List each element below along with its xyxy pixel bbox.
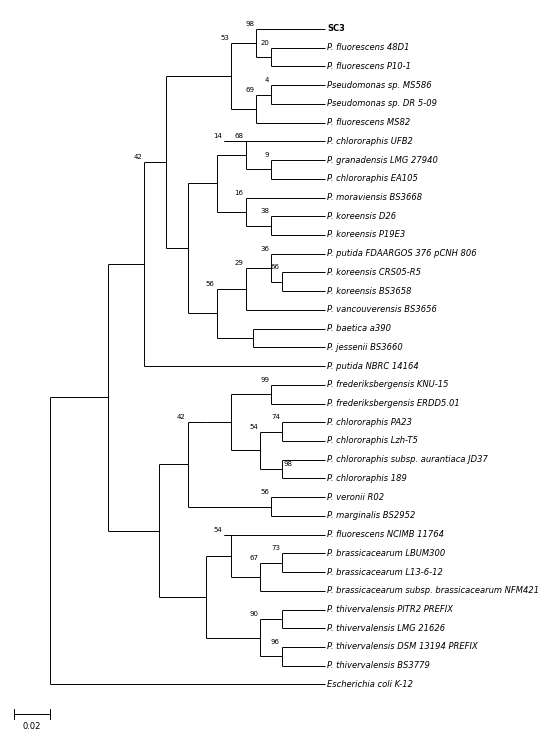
Text: 56: 56 <box>260 489 269 495</box>
Text: 42: 42 <box>133 154 142 160</box>
Text: P. koreensis D26: P. koreensis D26 <box>327 212 396 221</box>
Text: 96: 96 <box>271 639 280 645</box>
Text: P. thivervalensis LMG 21626: P. thivervalensis LMG 21626 <box>327 624 445 633</box>
Text: 16: 16 <box>235 189 244 195</box>
Text: 90: 90 <box>249 611 258 617</box>
Text: 69: 69 <box>246 87 255 92</box>
Text: P. thivervalensis BS3779: P. thivervalensis BS3779 <box>327 661 430 670</box>
Text: P. chlororaphis Lzh-T5: P. chlororaphis Lzh-T5 <box>327 437 418 446</box>
Text: P. chlororaphis 189: P. chlororaphis 189 <box>327 474 407 483</box>
Text: P. thivervalensis PITR2 PREFIX: P. thivervalensis PITR2 PREFIX <box>327 605 453 614</box>
Text: P. fluorescens NCIMB 11764: P. fluorescens NCIMB 11764 <box>327 530 444 539</box>
Text: 14: 14 <box>213 134 222 139</box>
Text: P. fluorescens P10-1: P. fluorescens P10-1 <box>327 62 411 71</box>
Text: P. brassicacearum subsp. brassicacearum NFM421: P. brassicacearum subsp. brassicacearum … <box>327 586 539 595</box>
Text: 99: 99 <box>260 377 269 383</box>
Text: P. thivervalensis DSM 13194 PREFIX: P. thivervalensis DSM 13194 PREFIX <box>327 642 478 652</box>
Text: Escherichia coli K-12: Escherichia coli K-12 <box>327 680 413 689</box>
Text: 0.02: 0.02 <box>23 722 41 731</box>
Text: Pseudomonas sp. DR 5-09: Pseudomonas sp. DR 5-09 <box>327 99 437 109</box>
Text: 56: 56 <box>206 281 215 287</box>
Text: P. baetica a390: P. baetica a390 <box>327 324 391 333</box>
Text: P. brassicacearum L13-6-12: P. brassicacearum L13-6-12 <box>327 567 443 577</box>
Text: 73: 73 <box>271 545 280 551</box>
Text: P. chlororaphis EA105: P. chlororaphis EA105 <box>327 174 418 184</box>
Text: P. granadensis LMG 27940: P. granadensis LMG 27940 <box>327 156 438 164</box>
Text: P. frederiksbergensis KNU-15: P. frederiksbergensis KNU-15 <box>327 380 449 389</box>
Text: 67: 67 <box>249 555 258 561</box>
Text: P. moraviensis BS3668: P. moraviensis BS3668 <box>327 193 422 202</box>
Text: P. koreensis P19E3: P. koreensis P19E3 <box>327 230 405 239</box>
Text: P. frederiksbergensis ERDD5.01: P. frederiksbergensis ERDD5.01 <box>327 399 460 408</box>
Text: 42: 42 <box>177 414 186 421</box>
Text: 98: 98 <box>246 21 255 27</box>
Text: 36: 36 <box>260 246 269 252</box>
Text: P. marginalis BS2952: P. marginalis BS2952 <box>327 512 415 520</box>
Text: 9: 9 <box>264 152 269 158</box>
Text: P. koreensis BS3658: P. koreensis BS3658 <box>327 287 411 296</box>
Text: P. koreensis CRS05-R5: P. koreensis CRS05-R5 <box>327 268 421 277</box>
Text: 98: 98 <box>283 461 293 467</box>
Text: P. putida FDAARGOS 376 pCNH 806: P. putida FDAARGOS 376 pCNH 806 <box>327 250 476 258</box>
Text: P. vancouverensis BS3656: P. vancouverensis BS3656 <box>327 305 437 314</box>
Text: 74: 74 <box>271 414 280 421</box>
Text: P. chlororaphis subsp. aurantiaca JD37: P. chlororaphis subsp. aurantiaca JD37 <box>327 455 488 464</box>
Text: 54: 54 <box>213 527 222 533</box>
Text: 29: 29 <box>235 260 244 266</box>
Text: 53: 53 <box>221 35 229 41</box>
Text: P. chlororaphis UFB2: P. chlororaphis UFB2 <box>327 137 413 146</box>
Text: 38: 38 <box>260 208 269 214</box>
Text: 20: 20 <box>260 40 269 46</box>
Text: P. chlororaphis PA23: P. chlororaphis PA23 <box>327 418 412 426</box>
Text: P. veronii R02: P. veronii R02 <box>327 493 384 501</box>
Text: 4: 4 <box>264 77 269 83</box>
Text: 54: 54 <box>249 424 258 429</box>
Text: SC3: SC3 <box>327 24 345 34</box>
Text: 68: 68 <box>235 134 244 139</box>
Text: P. fluorescens MS82: P. fluorescens MS82 <box>327 118 410 127</box>
Text: P. jessenii BS3660: P. jessenii BS3660 <box>327 343 403 352</box>
Text: 66: 66 <box>271 264 280 270</box>
Text: P. brassicacearum LBUM300: P. brassicacearum LBUM300 <box>327 549 446 558</box>
Text: P. fluorescens 48D1: P. fluorescens 48D1 <box>327 43 410 52</box>
Text: P. putida NBRC 14164: P. putida NBRC 14164 <box>327 362 419 371</box>
Text: Pseudomonas sp. MS586: Pseudomonas sp. MS586 <box>327 81 431 90</box>
